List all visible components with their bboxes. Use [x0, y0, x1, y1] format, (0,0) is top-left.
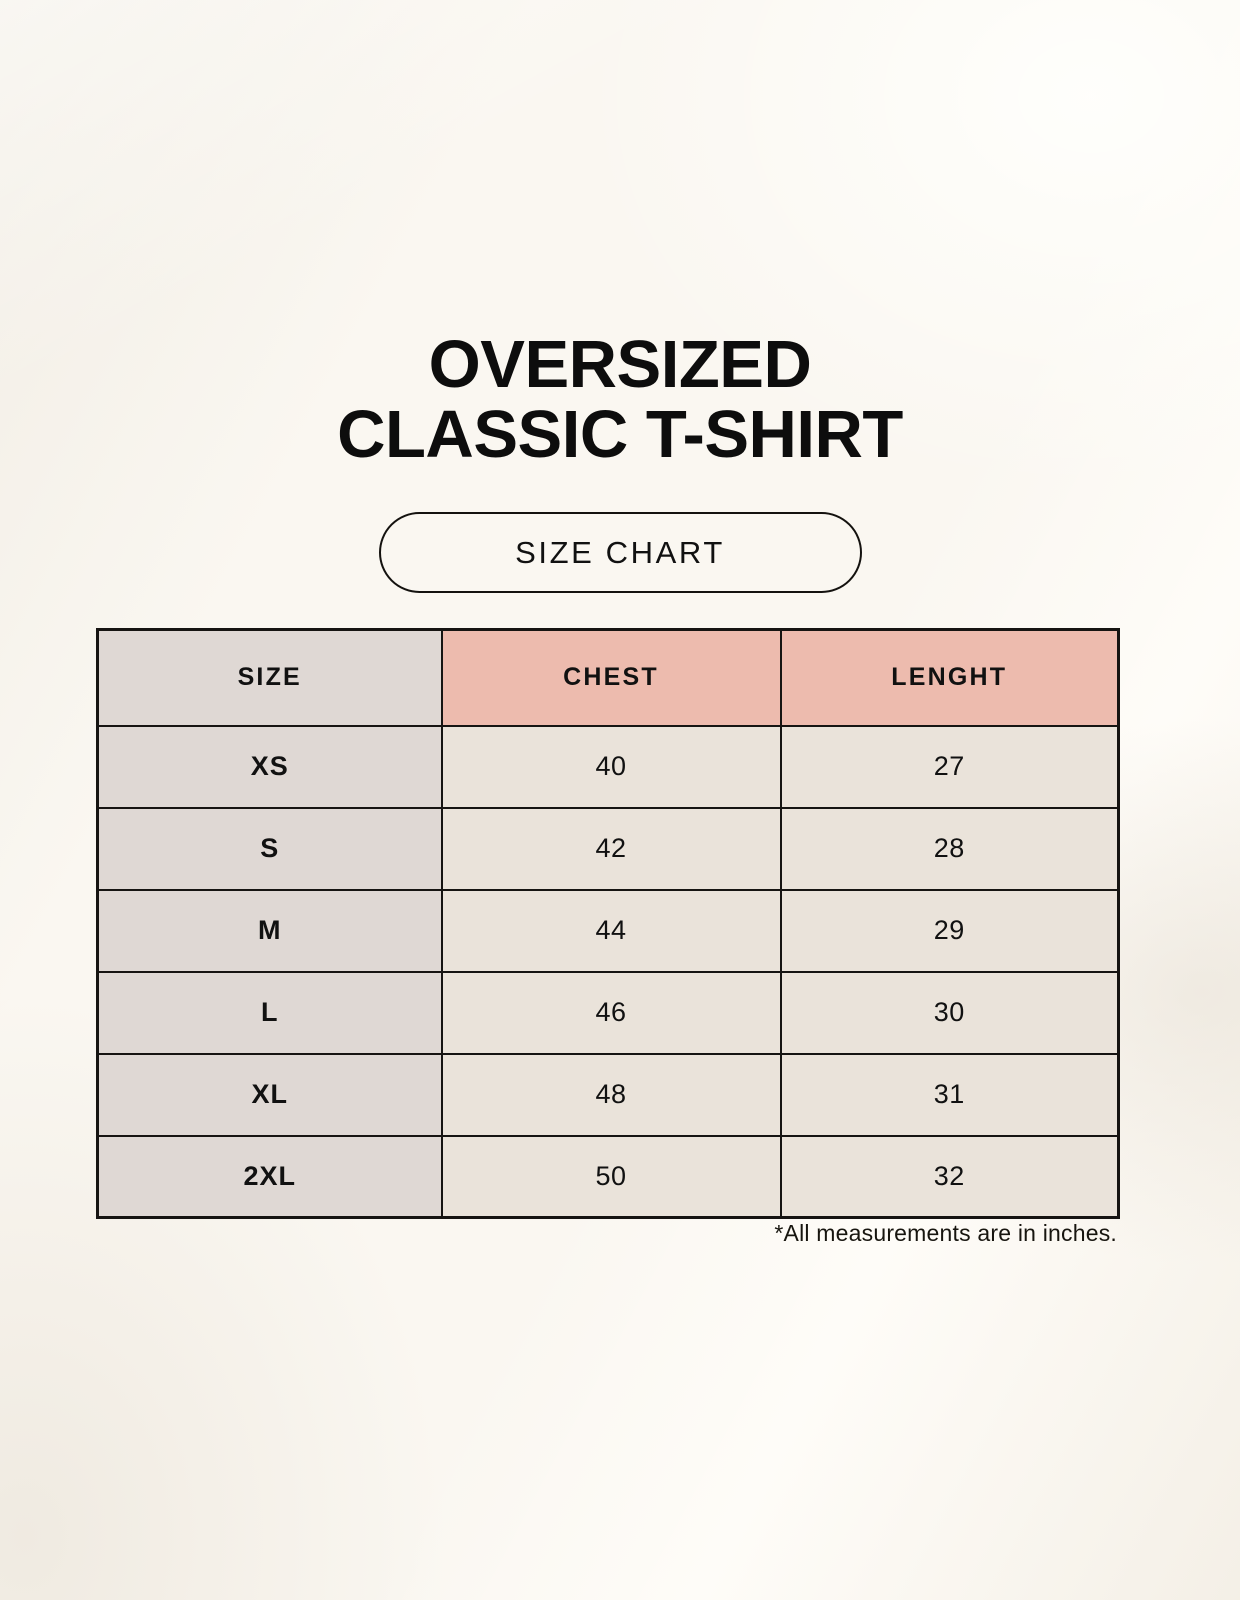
- size-chart-badge-container: SIZE CHART: [0, 512, 1240, 593]
- table-row: L 46 30: [96, 970, 1120, 1055]
- column-header-chest: CHEST: [440, 628, 782, 727]
- cell-chest: 44: [440, 888, 782, 973]
- cell-size: XL: [96, 1052, 443, 1137]
- cell-length: 27: [779, 724, 1120, 809]
- column-header-length: LENGHT: [779, 628, 1120, 727]
- cell-size: XS: [96, 724, 443, 809]
- cell-chest: 40: [440, 724, 782, 809]
- table-header-row: SIZE CHEST LENGHT: [96, 628, 1120, 727]
- measurements-footnote: *All measurements are in inches.: [774, 1220, 1117, 1246]
- table-row: XS 40 27: [96, 724, 1120, 809]
- cell-length: 30: [779, 970, 1120, 1055]
- cell-length: 29: [779, 888, 1120, 973]
- size-chart-badge-label: SIZE CHART: [515, 534, 725, 570]
- size-chart-table: SIZE CHEST LENGHT XS 40 27 S 42 28 M: [96, 628, 1120, 1219]
- cell-size: L: [96, 970, 443, 1055]
- cell-chest: 42: [440, 806, 782, 891]
- cell-chest: 50: [440, 1134, 782, 1219]
- page-title-line-1: OVERSIZED: [428, 327, 812, 402]
- cell-length: 31: [779, 1052, 1120, 1137]
- column-header-size: SIZE: [96, 628, 443, 727]
- cell-chest: 48: [440, 1052, 782, 1137]
- page-title: OVERSIZED CLASSIC T-SHIRT: [0, 330, 1240, 469]
- cell-size: 2XL: [96, 1134, 443, 1219]
- table-row: 2XL 50 32: [96, 1134, 1120, 1219]
- size-chart-badge: SIZE CHART: [378, 512, 862, 593]
- cell-size: M: [96, 888, 443, 973]
- table-row: XL 48 31: [96, 1052, 1120, 1137]
- table-body: XS 40 27 S 42 28 M 44 29 L 46 30: [96, 724, 1120, 1219]
- table-row: S 42 28: [96, 806, 1120, 891]
- cell-length: 32: [779, 1134, 1120, 1219]
- size-chart-table-container: SIZE CHEST LENGHT XS 40 27 S 42 28 M: [96, 628, 1120, 1219]
- table-header: SIZE CHEST LENGHT: [96, 628, 1120, 727]
- cell-size: S: [96, 806, 443, 891]
- table-row: M 44 29: [96, 888, 1120, 973]
- page-title-line-2: CLASSIC T-SHIRT: [337, 396, 903, 472]
- cell-chest: 46: [440, 970, 782, 1055]
- cell-length: 28: [779, 806, 1120, 891]
